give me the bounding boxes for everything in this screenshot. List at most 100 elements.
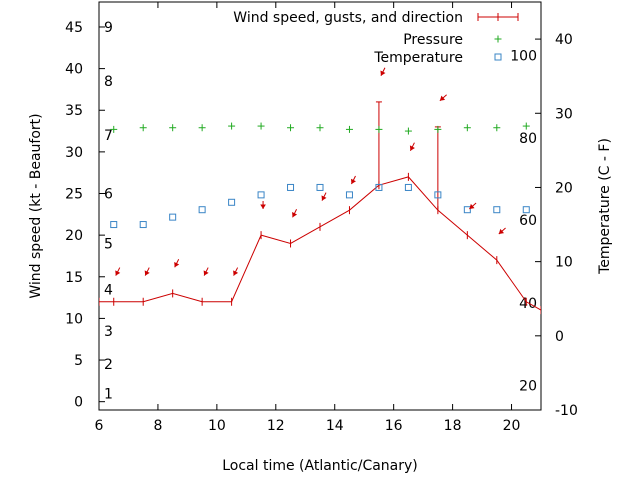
legend-label-temperature: Temperature [373,50,463,66]
beaufort-label: 5 [104,236,113,252]
temperature-point [287,183,295,191]
wind-direction-arrow [469,202,477,210]
y2-tick-label: 30 [555,106,573,122]
pressure-point [316,124,324,132]
x-tick-label: 8 [153,418,162,434]
temperature-point [169,213,177,221]
beaufort-label: 7 [104,128,113,144]
temperature-point [257,191,265,199]
y2-tick-label: 40 [555,32,573,48]
wind-direction-head [498,228,505,234]
x-tick-label: 18 [444,418,462,434]
pressure-point [169,124,177,132]
wind-direction-head [144,270,150,276]
legend-label-pressure: Pressure [403,32,463,48]
wind-direction-head [292,212,298,218]
y-tick-label: 15 [65,270,83,286]
y-tick-label: 20 [65,228,83,244]
pressure-point [522,122,530,130]
wind-direction-arrow [260,201,266,209]
fahrenheit-label: 40 [519,296,537,312]
wind-direction-head [174,262,180,268]
y-tick-label: 0 [74,395,83,411]
wind-direction-head [203,270,209,276]
beaufort-label: 3 [104,324,113,340]
wind-direction-head [260,204,266,209]
beaufort-label: 4 [104,282,113,298]
wind-direction-arrow [321,192,327,201]
wind-direction-arrow [498,227,506,235]
temperature-point [434,191,442,199]
wind-direction-arrow [380,67,386,76]
beaufort-label: 6 [104,187,113,203]
beaufort-label: 9 [104,20,113,36]
legend-symbol-temperature [494,53,502,61]
y2-tick-label: 0 [555,329,564,345]
wind-direction-head [233,270,239,276]
pressure-point [404,127,412,135]
fahrenheit-label: 80 [519,131,537,147]
beaufort-label: 2 [104,357,113,373]
wind-direction-arrow [144,267,150,276]
temperature-point [198,206,206,214]
legend: Wind speed, gusts, and direction Pressure… [233,10,519,66]
y-tick-label: 5 [74,353,83,369]
y2-tick-label: 20 [555,180,573,196]
wind-direction-arrow [439,94,447,102]
x-tick-label: 10 [208,418,226,434]
pressure-point [228,122,236,130]
pressure-point [257,122,265,130]
wind-direction-arrow [409,142,415,151]
x-tick-label: 20 [503,418,521,434]
x-tick-label: 12 [267,418,285,434]
temperature-point [375,183,383,191]
plot-frame [98,1,542,411]
pressure-point [139,124,147,132]
x-tick-label: 14 [326,418,344,434]
wind-direction-arrow [292,209,298,218]
temperature-point [228,198,236,206]
wind-direction-arrow [350,175,356,185]
x-tick-label: 16 [385,418,403,434]
beaufort-label: 8 [104,74,113,90]
fahrenheit-label: 100 [510,48,537,64]
temperature-point [139,221,147,229]
y-tick-label: 10 [65,311,83,327]
wind-direction-arrow [203,267,209,276]
pressure-point [110,125,118,133]
y-tick-label: 35 [65,103,83,119]
y-tick-label: 25 [65,187,83,203]
pressure-point [434,125,442,133]
y2-tick-label: 10 [555,255,573,271]
temperature-point [493,206,501,214]
temperature-point [463,206,471,214]
pressure-point [198,124,206,132]
wind-direction-head [409,145,415,151]
wind-direction-arrow [233,267,239,276]
y-axis-title: Wind speed (kt - Beaufort) [28,113,44,298]
y-tick-label: 45 [65,20,83,36]
x-axis-title: Local time (Atlantic/Canary) [222,458,418,474]
wind-direction-head [439,95,446,101]
wind-direction-head [380,70,386,76]
wind-direction-arrow [174,259,180,268]
legend-label-wind: Wind speed, gusts, and direction [233,10,463,26]
wind-direction-head [115,270,121,276]
temperature-point [345,191,353,199]
y-tick-label: 30 [65,145,83,161]
legend-symbol-pressure [494,35,502,43]
wind-direction-head [469,203,475,209]
wind-direction-head [321,195,327,201]
fahrenheit-label: 20 [519,379,537,395]
tick-layer: 6 8 10 12 14 16 18 20051015202530354045-1001020… [65,2,578,434]
y2-axis-title: Temperature (C - F) [597,138,613,275]
pressure-point [345,125,353,133]
pressure-point [463,124,471,132]
series-clip-group [99,67,541,315]
temperature-point [110,221,118,229]
pressure-point [493,124,501,132]
wind-direction-arrow [115,267,121,276]
pressure-point [287,124,295,132]
